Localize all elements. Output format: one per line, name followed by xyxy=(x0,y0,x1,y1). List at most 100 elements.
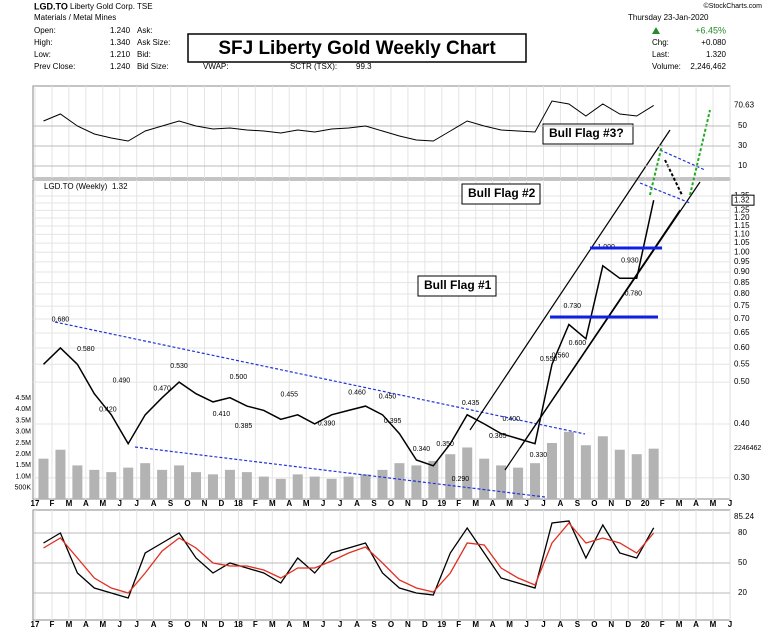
stoch-tick-label: 80 xyxy=(738,528,747,537)
volume-bar xyxy=(546,443,557,499)
price-note: 0.680 xyxy=(52,316,70,323)
x-tick-label-lower: O xyxy=(591,620,597,629)
price-note: 0.400 xyxy=(503,416,521,423)
panel xyxy=(32,179,731,500)
price-note: 0.600 xyxy=(569,340,587,347)
x-tick-label-lower: 19 xyxy=(437,620,446,629)
field-value: 1.240 xyxy=(110,26,131,35)
volume-bar xyxy=(275,478,286,499)
x-tick-label: A xyxy=(558,499,564,508)
field-label: Last: xyxy=(652,50,669,59)
source: ©StockCharts.com xyxy=(704,2,763,10)
field-value: 1.340 xyxy=(110,38,131,47)
x-tick-label-lower: M xyxy=(66,620,73,629)
x-tick-label: A xyxy=(151,499,157,508)
volume-bar xyxy=(496,465,507,499)
volume-bar xyxy=(106,472,117,499)
volume-bar xyxy=(258,476,269,499)
volume-bar xyxy=(428,460,439,499)
volume-bar xyxy=(479,458,490,499)
x-tick-label-lower: J xyxy=(338,620,342,629)
x-tick-label-lower: F xyxy=(50,620,55,629)
volume-tick-label: 1.0M xyxy=(15,473,31,480)
price-note: 0.420 xyxy=(99,407,117,414)
price-note: 0.550 xyxy=(540,356,558,363)
x-tick-label: 20 xyxy=(641,499,650,508)
volume-bar xyxy=(513,467,524,499)
field-value: 1.210 xyxy=(110,50,131,59)
x-tick-label-lower: M xyxy=(676,620,683,629)
price-legend: LGD.TO (Weekly) xyxy=(44,182,108,191)
up-arrow xyxy=(652,27,660,34)
x-tick-label-lower: D xyxy=(625,620,631,629)
price-note: 0.455 xyxy=(280,392,298,399)
x-tick-label-lower: J xyxy=(321,620,325,629)
rsi-tick-label: 30 xyxy=(738,141,747,150)
field-label: Bid Size: xyxy=(137,62,169,71)
price-note: 0.560 xyxy=(552,353,570,360)
symbol: LGD.TO xyxy=(34,1,68,11)
y-tick-label: 0.65 xyxy=(734,328,750,337)
change-pct: +6.45% xyxy=(695,25,726,35)
y-tick-label: 0.30 xyxy=(734,473,750,482)
x-tick-label-lower: N xyxy=(608,620,614,629)
trend-line xyxy=(649,144,663,196)
x-tick-label: A xyxy=(286,499,292,508)
x-tick-label: 17 xyxy=(31,499,40,508)
x-tick-label-lower: J xyxy=(728,620,732,629)
x-tick-label-lower: M xyxy=(710,620,717,629)
x-tick-label-lower: J xyxy=(118,620,122,629)
rsi-tick-label: 10 xyxy=(738,161,747,170)
field-value: 1.240 xyxy=(110,62,131,71)
price-note: 0.395 xyxy=(384,418,402,425)
x-tick-label-lower: M xyxy=(99,620,106,629)
volume-bar xyxy=(411,465,422,499)
x-tick-label: A xyxy=(83,499,89,508)
y-tick-label: 1.10 xyxy=(734,229,750,238)
volume-bar xyxy=(580,445,591,499)
trend-line xyxy=(689,109,711,196)
field-value: 2,246,462 xyxy=(690,62,726,71)
x-tick-label-lower: N xyxy=(405,620,411,629)
volume-bar xyxy=(445,454,456,499)
x-tick-label: J xyxy=(541,499,545,508)
trend-line xyxy=(54,321,586,435)
price-note: 0.930 xyxy=(621,258,639,265)
x-tick-label-lower: D xyxy=(219,620,225,629)
volume-tick-label: 4.0M xyxy=(15,406,31,413)
field-label: Open: xyxy=(34,26,56,35)
volume-bar xyxy=(326,478,337,499)
x-tick-label: M xyxy=(506,499,513,508)
field-label: Chg: xyxy=(652,38,669,47)
y-tick-label: 0.60 xyxy=(734,343,750,352)
volume-bar xyxy=(462,447,473,499)
y-tick-label: 1.00 xyxy=(734,247,750,256)
x-tick-label: D xyxy=(422,499,428,508)
rsi-tick-label: 50 xyxy=(738,121,747,130)
price-line xyxy=(42,200,655,467)
price-note: 0.435 xyxy=(462,400,480,407)
volume-tick-label: 3.5M xyxy=(15,417,31,424)
price-note: 0.330 xyxy=(530,452,548,459)
x-tick-label: J xyxy=(134,499,138,508)
flag-box xyxy=(461,183,541,205)
x-tick-label: N xyxy=(405,499,411,508)
x-tick-label: M xyxy=(710,499,717,508)
volume-bar xyxy=(292,474,303,499)
y-tick-label: 0.95 xyxy=(734,257,750,266)
flag-label: Bull Flag #1 xyxy=(424,278,492,292)
volume-tick-label: 1.5M xyxy=(15,462,31,469)
x-tick-label: O xyxy=(184,499,190,508)
volume-tick-label: 3.0M xyxy=(15,429,31,436)
x-tick-label: F xyxy=(50,499,55,508)
x-tick-label-lower: O xyxy=(388,620,394,629)
x-tick-label-lower: A xyxy=(151,620,157,629)
x-tick-label-lower: F xyxy=(253,620,258,629)
x-tick-label: D xyxy=(625,499,631,508)
y-tick-label: 0.70 xyxy=(734,314,750,323)
field-label: Ask Size: xyxy=(137,38,170,47)
x-tick-label: A xyxy=(693,499,699,508)
x-tick-label-lower: M xyxy=(269,620,276,629)
x-tick-label: F xyxy=(456,499,461,508)
